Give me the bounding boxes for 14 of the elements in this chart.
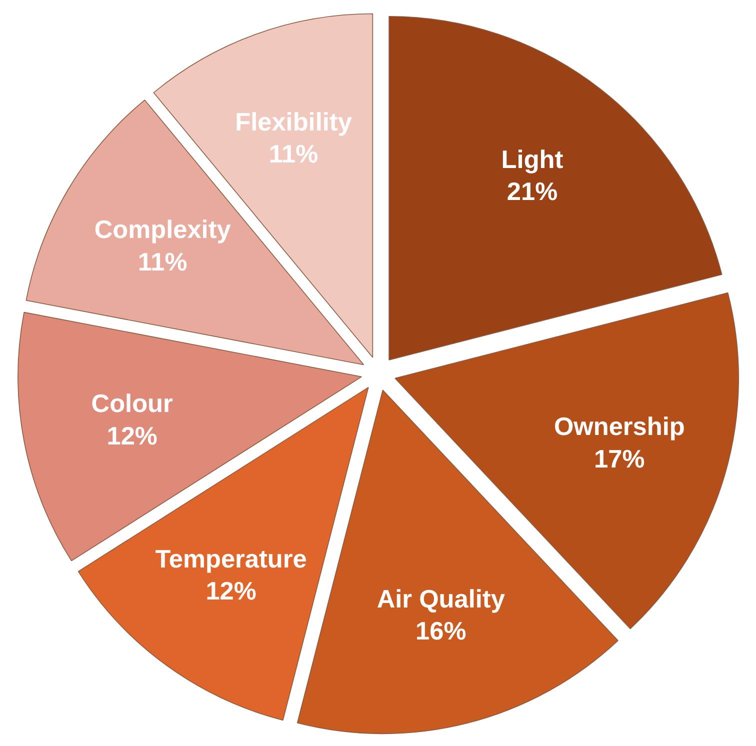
data-label: 12%: [206, 578, 256, 606]
slice-label: Ownership: [554, 413, 685, 442]
data-label: 17%: [594, 445, 645, 474]
slice-label: Air Quality: [376, 585, 505, 614]
data-label: 16%: [416, 618, 466, 646]
data-label: 11%: [138, 248, 188, 276]
data-label: 12%: [106, 422, 158, 450]
data-label: 21%: [506, 178, 558, 206]
data-label: 11%: [268, 140, 318, 169]
slice-label: Temperature: [155, 546, 307, 574]
slice-label: Flexibility: [235, 108, 352, 136]
slice-label: Colour: [91, 390, 174, 418]
slice-label: Light: [501, 146, 564, 174]
slice-label: Complexity: [94, 216, 231, 244]
